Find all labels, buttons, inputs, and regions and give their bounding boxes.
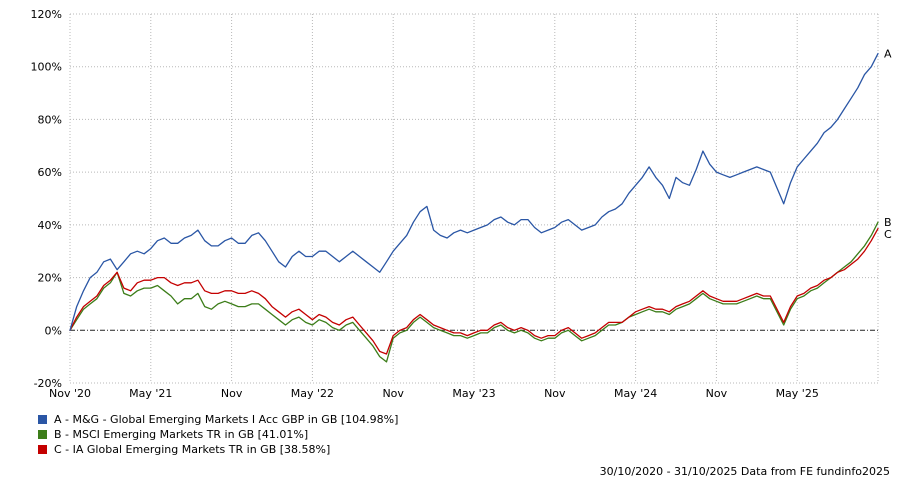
chart-legend: A - M&G - Global Emerging Markets I Acc …: [38, 412, 398, 457]
y-axis-tick-label: 40%: [38, 219, 62, 232]
x-axis-tick-label: Nov: [706, 387, 728, 400]
x-axis-tick-label: Nov: [544, 387, 566, 400]
x-axis-tick-label: May '22: [291, 387, 334, 400]
x-axis-tick-label: May '21: [129, 387, 172, 400]
legend-label-b: B - MSCI Emerging Markets TR in GB [41.0…: [54, 427, 309, 441]
legend-item-a: A - M&G - Global Emerging Markets I Acc …: [38, 412, 398, 426]
date-range-note: 30/10/2020 - 31/10/2025 Data from FE fun…: [599, 465, 890, 478]
performance-chart: 120% 100% 80% 60% 40% 20% 0% -20%Nov '20 May '21…: [31, 8, 892, 400]
legend-item-c: C - IA Global Emerging Markets TR in GB …: [38, 442, 398, 456]
series-b-swatch: [38, 429, 47, 439]
y-axis-tick-label: 120%: [31, 8, 62, 21]
y-axis-tick-label: 80%: [38, 113, 62, 126]
series-end-label-a: A: [884, 48, 892, 61]
y-axis-tick-label: -20%: [34, 377, 62, 390]
x-axis-tick-label: May '25: [776, 387, 819, 400]
series-line-a: [69, 52, 879, 331]
x-axis-tick-label: Nov: [221, 387, 243, 400]
series-line-b: [69, 221, 879, 363]
legend-label-c: C - IA Global Emerging Markets TR in GB …: [54, 442, 331, 456]
x-axis-tick-label: Nov: [382, 387, 404, 400]
series-a-swatch: [38, 414, 47, 424]
series-c-swatch: [38, 444, 47, 454]
y-axis-tick-label: 0%: [45, 324, 62, 337]
x-axis-tick-label: May '23: [452, 387, 495, 400]
y-axis-tick-label: 20%: [38, 272, 62, 285]
series-line-c: [69, 227, 879, 355]
x-axis-tick-label: Nov '20: [49, 387, 91, 400]
y-axis-tick-label: 60%: [38, 166, 62, 179]
x-axis-tick-label: May '24: [614, 387, 657, 400]
series-end-label-b: B: [884, 216, 892, 229]
legend-item-b: B - MSCI Emerging Markets TR in GB [41.0…: [38, 427, 398, 441]
legend-label-a: A - M&G - Global Emerging Markets I Acc …: [54, 412, 399, 426]
y-axis-tick-label: 100%: [31, 61, 62, 74]
series-end-label-c: C: [884, 228, 892, 241]
